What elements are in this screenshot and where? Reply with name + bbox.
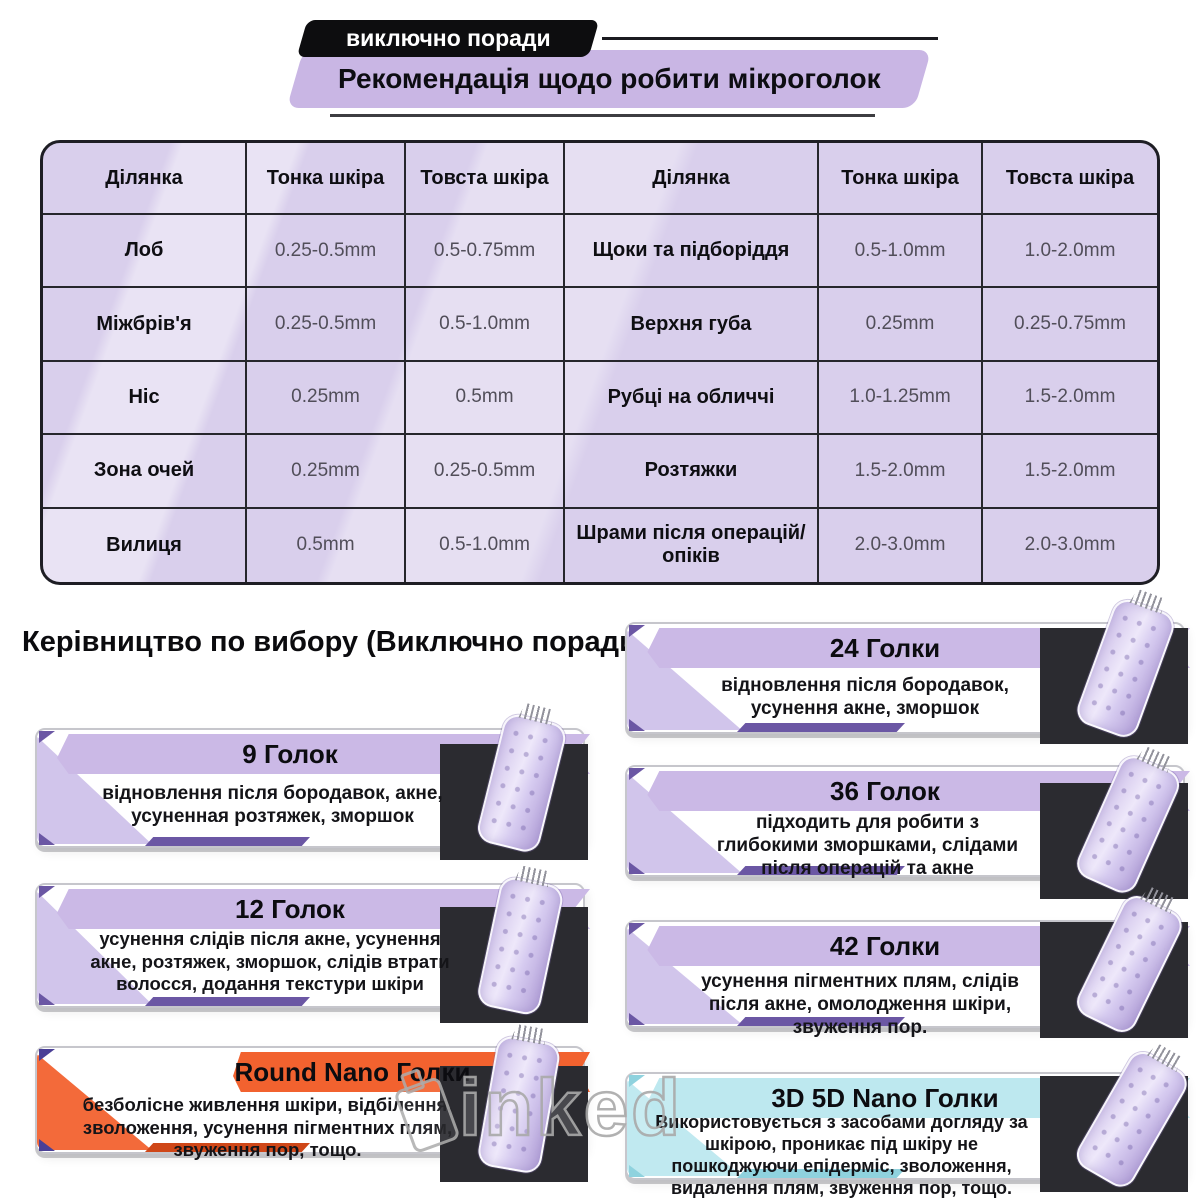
card-9-needles: 9 Голок відновлення після бородавок, акн… bbox=[35, 711, 590, 860]
table-cell: 2.0-3.0mm bbox=[819, 508, 983, 582]
table-cell: 2.0-3.0mm bbox=[1024, 534, 1116, 556]
card-description: безболісне живлення шкіри, відбілення, з… bbox=[82, 1094, 453, 1161]
table-cell: 0.25-0.5mm bbox=[247, 215, 406, 289]
card-bottom-accent bbox=[737, 723, 905, 732]
needle-cartridge-photo bbox=[436, 711, 588, 862]
card-24-needles: 24 Голки відновлення після бородавок, ус… bbox=[625, 595, 1190, 744]
card-bottom-accent bbox=[145, 997, 310, 1006]
table-cell: 0.25-0.75mm bbox=[983, 288, 1157, 362]
column-header: Тонка шкіра bbox=[819, 143, 983, 215]
card-description: усунення пігментних плям, слідів після а… bbox=[701, 971, 1019, 1039]
card-title: 3D 5D Nano Голки bbox=[771, 1083, 999, 1113]
table-cell: 1.0-2.0mm bbox=[983, 215, 1157, 289]
table-cell: 0.5-1.0mm bbox=[819, 215, 983, 289]
card-round-nano: Round Nano Голки безболісне живлення шкі… bbox=[35, 1034, 590, 1182]
needle-cartridge-photo bbox=[1036, 751, 1188, 901]
table-cell: 1.5-2.0mm bbox=[983, 435, 1157, 509]
header-line-right bbox=[602, 37, 938, 40]
table-cell: 0.5mm bbox=[406, 361, 565, 436]
card-title: 36 Голок bbox=[830, 776, 940, 806]
top-badge: виключно поради bbox=[296, 20, 600, 57]
table-cell: Шрами після операцій/опіків bbox=[565, 508, 819, 582]
top-badge-label: виключно поради bbox=[345, 25, 551, 51]
card-title: 24 Голки bbox=[829, 633, 941, 663]
table-cell: 1.0-1.25mm bbox=[819, 361, 983, 436]
card-bottom-accent bbox=[145, 1143, 310, 1152]
table-cell: Вилиця bbox=[43, 508, 247, 582]
needle-cartridge-photo bbox=[1036, 1046, 1193, 1194]
card-bottom-accent bbox=[737, 866, 905, 875]
card-bottom-accent bbox=[737, 1017, 905, 1026]
column-header: Товста шкіра bbox=[406, 143, 565, 215]
table-cell: 1.5-2.0mm bbox=[819, 435, 983, 509]
table-cell: 0.5-1.0mm bbox=[406, 508, 565, 582]
table-cell: 0.25mm bbox=[247, 361, 406, 436]
column-header: Тонка шкіра bbox=[247, 143, 406, 215]
card-title: 12 Голок bbox=[235, 894, 345, 924]
table-cell: 0.25mm bbox=[247, 435, 406, 509]
card-description: відновлення після бородавок, акне, усуне… bbox=[102, 783, 443, 828]
table-cell: 0.25-0.5mm bbox=[406, 435, 565, 509]
card-42-needles: 42 Голки усунення пігментних плям, сліді… bbox=[625, 890, 1190, 1038]
card-36-needles: 36 Голок підходить для робити з глибоким… bbox=[625, 751, 1190, 899]
table-cell: Верхня губа bbox=[565, 288, 819, 362]
table-cell: Зона очей bbox=[43, 435, 247, 509]
card-description: відновлення після бородавок, усунення ак… bbox=[721, 675, 1009, 720]
card-description: підходить для робити з глибокими зморшка… bbox=[716, 812, 1019, 880]
needle-cartridge-photo bbox=[436, 1034, 588, 1184]
card-bottom-accent bbox=[145, 837, 310, 846]
card-title: Round Nano Голки bbox=[234, 1057, 471, 1087]
table-cell: 0.25-0.5mm bbox=[247, 288, 406, 362]
header-banner: Рекомендація щодо робити мікроголок bbox=[286, 50, 932, 108]
table-cell: 0.5-0.75mm bbox=[406, 215, 565, 289]
card-3d-5d-nano: 3D 5D Nano Голки Використовується з засо… bbox=[625, 1046, 1193, 1198]
depth-recommendation-table: Ділянка Тонка шкіра Товста шкіра Ділянка… bbox=[40, 140, 1160, 585]
table-cell: Розтяжки bbox=[565, 435, 819, 509]
card-title: 9 Голок bbox=[242, 739, 338, 769]
card-bottom-accent bbox=[737, 1169, 905, 1178]
column-header: Товста шкіра bbox=[983, 143, 1157, 215]
page-title: Рекомендація щодо робити мікроголок bbox=[337, 63, 881, 94]
card-description: усунення слідів після акне, усунення акн… bbox=[90, 928, 450, 995]
card-12-needles: 12 Голок усунення слідів після акне, усу… bbox=[35, 874, 590, 1023]
table-cell: Ніс bbox=[43, 361, 247, 436]
card-title: 42 Голки bbox=[829, 931, 941, 961]
card-description: Використовується з засобами догляду за ш… bbox=[655, 1112, 1028, 1198]
needle-cartridge-photo bbox=[436, 874, 588, 1025]
table-cell: Рубці на обличчі bbox=[565, 361, 819, 436]
table-cell: 0.25mm bbox=[819, 288, 983, 362]
table-cell: Міжбрів'я bbox=[43, 288, 247, 362]
column-header: Ділянка bbox=[43, 143, 247, 215]
needle-cartridge-photo bbox=[1036, 595, 1188, 746]
table-cell: Щоки та підборіддя bbox=[565, 215, 819, 289]
guide-section-title: Керівництво по вибору (Виключно поради) bbox=[22, 626, 647, 658]
column-header: Ділянка bbox=[565, 143, 819, 215]
table-cell: Лоб bbox=[43, 215, 247, 289]
needle-cartridge-photo bbox=[1036, 890, 1188, 1040]
table-cell: 0.5-1.0mm bbox=[406, 288, 565, 362]
header-line-bottom bbox=[330, 114, 875, 117]
table-cell: 0.5mm bbox=[247, 508, 406, 582]
table-cell: 1.5-2.0mm bbox=[983, 362, 1157, 436]
